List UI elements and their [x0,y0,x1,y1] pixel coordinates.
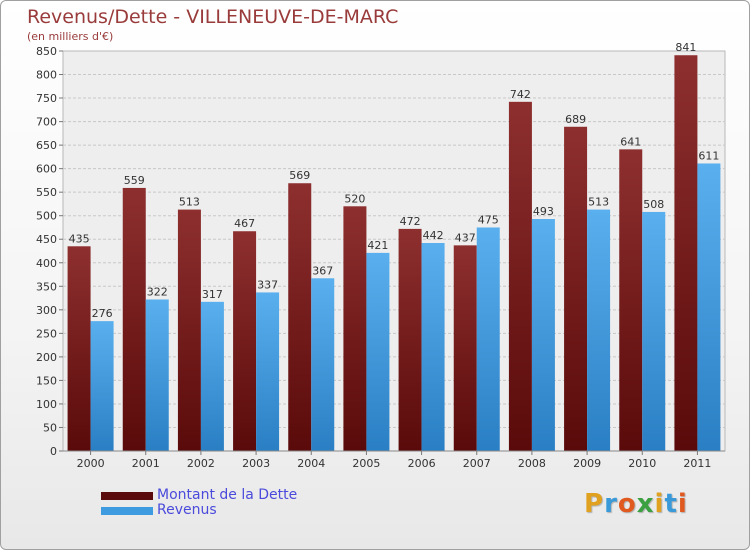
y-tick-label: 100 [36,398,57,411]
bar-revenue [366,252,390,451]
x-tick-label: 2009 [573,457,601,470]
x-tick-label: 2000 [77,457,105,470]
y-tick-label: 850 [36,45,57,58]
grid-lines [63,74,725,428]
bar-debt [508,101,532,451]
data-label-debt: 437 [455,231,476,244]
y-tick-label: 0 [50,445,57,458]
bar-debt [177,209,201,451]
x-tick-label: 2006 [408,457,436,470]
y-tick-label: 800 [36,69,57,82]
chart-subtitle: (en milliers d'€) [27,30,114,43]
data-label-revenue: 442 [423,229,444,242]
legend-label-revenue: Revenus [157,502,217,518]
logo-letter: i [654,489,665,519]
bar-revenue [587,209,611,451]
data-label-debt: 641 [620,135,641,148]
y-tick-label: 650 [36,139,57,152]
bar-revenue [256,292,280,451]
x-tick-label: 2010 [628,457,656,470]
data-label-debt: 559 [124,174,145,187]
x-tick-label: 2003 [242,457,270,470]
bar-debt [453,245,477,451]
data-label-debt: 467 [234,217,255,230]
data-label-revenue: 475 [478,213,499,226]
data-label-debt: 520 [344,192,365,205]
y-tick-label: 50 [43,421,57,434]
legend-swatch-debt [101,492,153,500]
data-label-revenue: 421 [367,239,388,252]
x-tick-label: 2004 [297,457,325,470]
bar-revenue [311,278,335,451]
logo-letter: r [604,489,618,519]
bar-revenue [90,321,114,451]
x-tick-label: 2007 [463,457,491,470]
data-label-revenue: 493 [533,205,554,218]
y-tick-label: 600 [36,163,57,176]
y-tick-label: 400 [36,257,57,270]
data-label-debt: 742 [510,88,531,101]
y-tick-label: 450 [36,233,57,246]
bar-revenue [200,301,224,451]
y-tick-label: 150 [36,374,57,387]
x-tick-label: 2001 [132,457,160,470]
chart-title: Revenus/Dette - VILLENEUVE-DE-MARC [27,6,399,28]
y-tick-label: 250 [36,327,57,340]
bar-debt [564,126,588,451]
y-tick-label: 200 [36,351,57,364]
logo-letter: x [636,489,655,519]
data-label-revenue: 322 [147,285,168,298]
y-tick-label: 550 [36,186,57,199]
data-label-debt: 569 [289,169,310,182]
legend-label-debt: Montant de la Dette [157,487,298,503]
bars: 4352765593225133174673375693675204214724… [67,41,721,452]
y-tick-label: 750 [36,92,57,105]
logo-letter: o [617,489,637,519]
logo-letter: P [584,489,605,519]
bar-debt [398,228,422,451]
data-label-revenue: 337 [257,278,278,291]
data-label-revenue: 513 [588,196,609,209]
data-label-debt: 841 [675,41,696,54]
bar-debt [619,149,643,451]
y-tick-label: 300 [36,304,57,317]
plot-area [62,50,726,452]
data-label-revenue: 317 [202,288,223,301]
bar-revenue [421,243,445,451]
data-label-revenue: 276 [92,307,113,320]
proxiti-logo: Proxiti [584,489,688,519]
data-label-revenue: 367 [312,264,333,277]
data-label-debt: 472 [400,215,421,228]
data-label-debt: 513 [179,196,200,209]
bar-debt [674,55,698,452]
x-tick-label: 2008 [518,457,546,470]
x-axis: 2000 2001 2002 2003 2004 2005 2006 2007 2008 2009… [63,450,725,470]
data-label-revenue: 508 [643,198,664,211]
data-label-debt: 689 [565,113,586,126]
data-label-debt: 435 [69,232,90,245]
bar-debt [343,206,367,451]
bar-revenue [145,299,169,451]
legend-swatch-revenue [101,507,153,515]
data-label-revenue: 611 [698,149,719,162]
bar-debt [122,187,146,452]
y-tick-label: 500 [36,210,57,223]
y-axis: 0 50 100 150 200 250 300 350 400 450 500 550 600 650 7… [36,45,63,458]
x-tick-label: 2011 [683,457,711,470]
x-tick-label: 2005 [352,457,380,470]
bar-revenue [697,163,721,451]
logo-letter: t [664,489,678,519]
x-tick-label: 2002 [187,457,215,470]
bar-debt [233,231,257,451]
bar-revenue [642,211,666,451]
logo-letter: i [677,489,688,519]
y-tick-label: 350 [36,280,57,293]
bar-debt [67,246,91,451]
bar-revenue [476,227,500,451]
bar-revenue [531,219,555,451]
bar-debt [288,183,312,451]
y-tick-label: 700 [36,116,57,129]
